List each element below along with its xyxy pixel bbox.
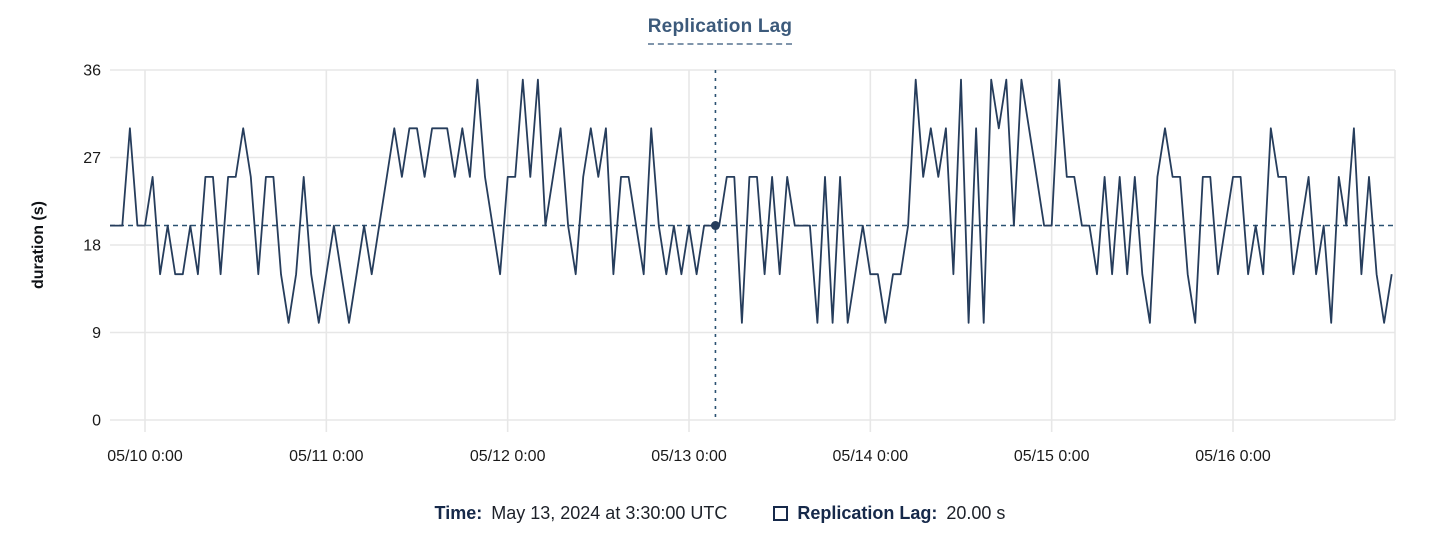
tooltip-series-group: Replication Lag: 20.00 s xyxy=(773,503,1005,524)
hover-tooltip-bar: Time: May 13, 2024 at 3:30:00 UTC Replic… xyxy=(0,503,1440,524)
series-value: 20.00 s xyxy=(946,503,1006,523)
y-tick-label: 0 xyxy=(92,413,101,430)
series-label: Replication Lag: xyxy=(797,503,938,523)
x-tick-label: 05/11 0:00 xyxy=(289,448,364,465)
square-outline-icon xyxy=(773,506,789,521)
y-tick-label: 18 xyxy=(83,238,101,255)
chart-header: Replication Lag xyxy=(0,16,1440,45)
x-tick-label: 05/12 0:00 xyxy=(470,448,546,465)
x-tick-label: 05/16 0:00 xyxy=(1195,448,1271,465)
y-tick-label: 9 xyxy=(92,325,101,342)
chart-title[interactable]: Replication Lag xyxy=(647,16,793,45)
x-tick-label: 05/13 0:00 xyxy=(651,448,727,465)
y-tick-label: 36 xyxy=(83,63,101,80)
tooltip-time-group: Time: May 13, 2024 at 3:30:00 UTC xyxy=(435,503,728,524)
y-tick-label: 27 xyxy=(83,150,101,167)
x-tick-label: 05/15 0:00 xyxy=(1014,448,1090,465)
x-tick-label: 05/10 0:00 xyxy=(107,448,183,465)
x-tick-label: 05/14 0:00 xyxy=(833,448,909,465)
selected-point-dot xyxy=(710,221,720,231)
replication-lag-line[interactable] xyxy=(107,78,1393,324)
time-value: May 13, 2024 at 3:30:00 UTC xyxy=(491,503,728,523)
time-label: Time: xyxy=(434,503,483,523)
replication-lag-chart[interactable]: 0 9 18 27 36 05/10 0:00 05/11 0:00 05/12 0:00 05… xyxy=(0,0,1440,492)
